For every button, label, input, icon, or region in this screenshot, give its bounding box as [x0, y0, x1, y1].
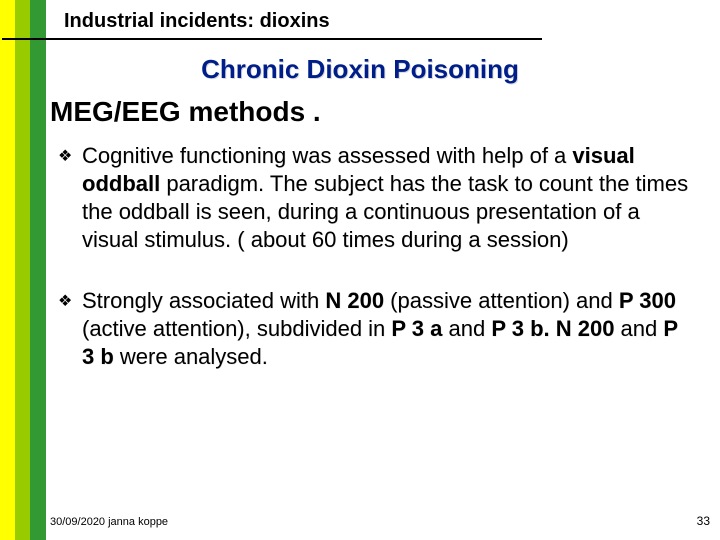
header-underline [2, 38, 542, 40]
bullet-list: ❖Cognitive functioning was assessed with… [58, 142, 694, 403]
header-text: Industrial incidents: dioxins [64, 10, 330, 33]
slide-subtitle: MEG/EEG methods . [50, 96, 321, 128]
bullet-marker-icon: ❖ [58, 142, 82, 172]
footer-page-number: 33 [697, 514, 710, 528]
bullet-text: Strongly associated with N 200 (passive … [82, 287, 694, 371]
bullet-text: Cognitive functioning was assessed with … [82, 142, 694, 255]
footer-date-author: 30/09/2020 janna koppe [50, 516, 168, 528]
bullet-marker-icon: ❖ [58, 287, 82, 317]
bullet-item: ❖Cognitive functioning was assessed with… [58, 142, 694, 255]
bullet-item: ❖Strongly associated with N 200 (passive… [58, 287, 694, 371]
slide-title: Chronic Dioxin Poisoning [0, 54, 720, 85]
